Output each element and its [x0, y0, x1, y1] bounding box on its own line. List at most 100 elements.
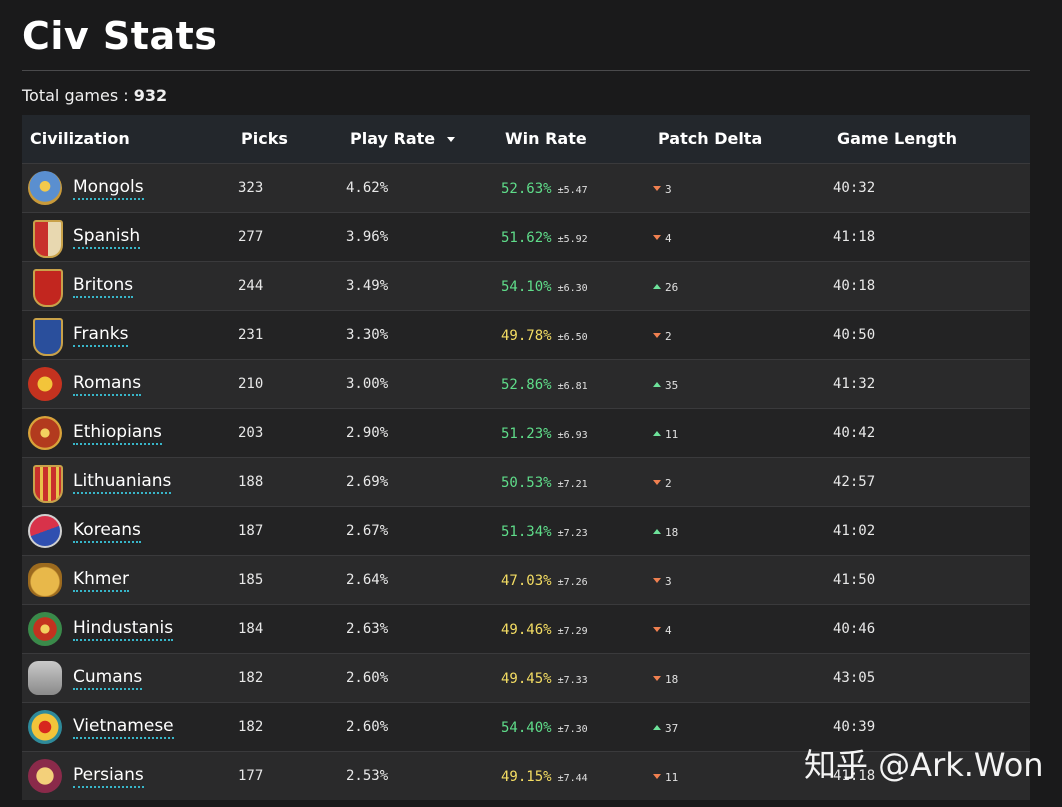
table-row[interactable]: Mongols 323 4.62% 52.63% ±5.47 3 40:32: [22, 163, 1030, 212]
patch-delta-cell: 11: [653, 409, 678, 457]
table-row[interactable]: Hindustanis 184 2.63% 49.46% ±7.29 4 40:46: [22, 604, 1030, 653]
page-title: Civ Stats: [22, 14, 218, 58]
civilization-cell: Koreans: [22, 507, 222, 555]
game-length-cell: 40:42: [833, 425, 876, 441]
win-rate-cell: 47.03% ±7.26: [501, 556, 588, 604]
win-rate-cell: 51.23% ±6.93: [501, 409, 588, 457]
win-rate-value: 51.62%: [501, 230, 552, 246]
delta-up-icon: [653, 725, 661, 730]
civ-link[interactable]: Britons: [73, 262, 134, 310]
picks-cell: 277: [238, 229, 264, 245]
patch-delta-value: 37: [665, 722, 679, 735]
patch-delta-cell: 37: [653, 703, 678, 751]
hindustanis-emblem-icon: [28, 612, 62, 646]
win-rate-error: ±7.21: [557, 479, 588, 490]
column-header-civilization[interactable]: Civilization: [30, 129, 130, 148]
table-row[interactable]: Spanish 277 3.96% 51.62% ±5.92 4 41:18: [22, 212, 1030, 261]
table-header: Civilization Picks Play Rate Win Rate Pa…: [22, 115, 1030, 163]
win-rate-value: 49.45%: [501, 671, 552, 687]
table-row[interactable]: Franks 231 3.30% 49.78% ±6.50 2 40:50: [22, 310, 1030, 359]
win-rate-value: 49.46%: [501, 622, 552, 638]
column-header-game-length[interactable]: Game Length: [837, 129, 957, 148]
civilization-cell: Franks: [22, 311, 222, 359]
column-header-patch-delta[interactable]: Patch Delta: [658, 129, 763, 148]
table-row[interactable]: Vietnamese 182 2.60% 54.40% ±7.30 37 40:39: [22, 702, 1030, 751]
column-header-picks[interactable]: Picks: [241, 129, 288, 148]
table-row[interactable]: Persians 177 2.53% 49.15% ±7.44 11 41:18: [22, 751, 1030, 800]
patch-delta-value: 11: [665, 771, 679, 784]
delta-up-icon: [653, 284, 661, 289]
win-rate-value: 54.40%: [501, 720, 552, 736]
win-rate-cell: 51.62% ±5.92: [501, 213, 588, 261]
win-rate-value: 51.34%: [501, 524, 552, 540]
delta-up-icon: [653, 382, 661, 387]
play-rate-cell: 2.67%: [346, 523, 389, 539]
win-rate-error: ±7.26: [557, 577, 588, 588]
picks-cell: 182: [238, 719, 264, 735]
win-rate-cell: 52.86% ±6.81: [501, 360, 588, 408]
patch-delta-cell: 2: [653, 311, 672, 359]
game-length-cell: 40:18: [833, 278, 876, 294]
civ-link[interactable]: Cumans: [73, 654, 143, 702]
patch-delta-value: 18: [665, 526, 679, 539]
win-rate-error: ±7.33: [557, 675, 588, 686]
mongols-emblem-icon: [28, 171, 62, 205]
patch-delta-cell: 4: [653, 605, 672, 653]
total-games-value: 932: [133, 86, 168, 105]
play-rate-cell: 3.49%: [346, 278, 389, 294]
table-row[interactable]: Romans 210 3.00% 52.86% ±6.81 35 41:32: [22, 359, 1030, 408]
civilization-cell: Mongols: [22, 164, 222, 212]
game-length-cell: 41:18: [833, 768, 876, 784]
civ-stats-table: Civilization Picks Play Rate Win Rate Pa…: [22, 115, 1030, 800]
table-row[interactable]: Ethiopians 203 2.90% 51.23% ±6.93 11 40:42: [22, 408, 1030, 457]
civilization-cell: Vietnamese: [22, 703, 222, 751]
delta-down-icon: [653, 480, 661, 485]
column-header-play-rate[interactable]: Play Rate: [350, 115, 456, 163]
game-length-cell: 40:32: [833, 180, 876, 196]
win-rate-error: ±6.81: [557, 381, 588, 392]
delta-up-icon: [653, 529, 661, 534]
civ-link[interactable]: Mongols: [73, 164, 144, 212]
patch-delta-cell: 26: [653, 262, 678, 310]
watermark: 知乎 @Ark.Won: [804, 746, 1044, 784]
table-body: Mongols 323 4.62% 52.63% ±5.47 3 40:32 Spanish 2…: [22, 163, 1030, 800]
civ-link[interactable]: Romans: [73, 360, 142, 408]
play-rate-cell: 2.60%: [346, 719, 389, 735]
patch-delta-value: 2: [665, 477, 672, 490]
patch-delta-value: 3: [665, 183, 672, 196]
civ-link[interactable]: Koreans: [73, 507, 141, 555]
delta-down-icon: [653, 333, 661, 338]
civ-link[interactable]: Franks: [73, 311, 129, 359]
civilization-cell: Lithuanians: [22, 458, 222, 506]
delta-down-icon: [653, 186, 661, 191]
table-row[interactable]: Khmer 185 2.64% 47.03% ±7.26 3 41:50: [22, 555, 1030, 604]
win-rate-error: ±5.47: [557, 185, 588, 196]
win-rate-cell: 49.15% ±7.44: [501, 752, 588, 800]
table-row[interactable]: Koreans 187 2.67% 51.34% ±7.23 18 41:02: [22, 506, 1030, 555]
column-header-win-rate[interactable]: Win Rate: [505, 129, 587, 148]
game-length-cell: 43:05: [833, 670, 876, 686]
civ-link[interactable]: Khmer: [73, 556, 129, 604]
delta-down-icon: [653, 235, 661, 240]
patch-delta-cell: 4: [653, 213, 672, 261]
picks-cell: 231: [238, 327, 264, 343]
civ-link[interactable]: Hindustanis: [73, 605, 174, 653]
game-length-cell: 41:32: [833, 376, 876, 392]
civ-link[interactable]: Persians: [73, 752, 144, 800]
sort-descending-icon: [447, 137, 456, 142]
play-rate-cell: 2.64%: [346, 572, 389, 588]
koreans-emblem-icon: [28, 514, 62, 548]
civ-link[interactable]: Vietnamese: [73, 703, 174, 751]
civilization-cell: Spanish: [22, 213, 222, 261]
play-rate-cell: 3.00%: [346, 376, 389, 392]
table-row[interactable]: Cumans 182 2.60% 49.45% ±7.33 18 43:05: [22, 653, 1030, 702]
picks-cell: 177: [238, 768, 264, 784]
civ-link[interactable]: Lithuanians: [73, 458, 172, 506]
table-row[interactable]: Britons 244 3.49% 54.10% ±6.30 26 40:18: [22, 261, 1030, 310]
win-rate-error: ±6.93: [557, 430, 588, 441]
play-rate-cell: 2.53%: [346, 768, 389, 784]
civ-link[interactable]: Ethiopians: [73, 409, 162, 457]
civ-link[interactable]: Spanish: [73, 213, 141, 261]
civilization-cell: Ethiopians: [22, 409, 222, 457]
table-row[interactable]: Lithuanians 188 2.69% 50.53% ±7.21 2 42:57: [22, 457, 1030, 506]
